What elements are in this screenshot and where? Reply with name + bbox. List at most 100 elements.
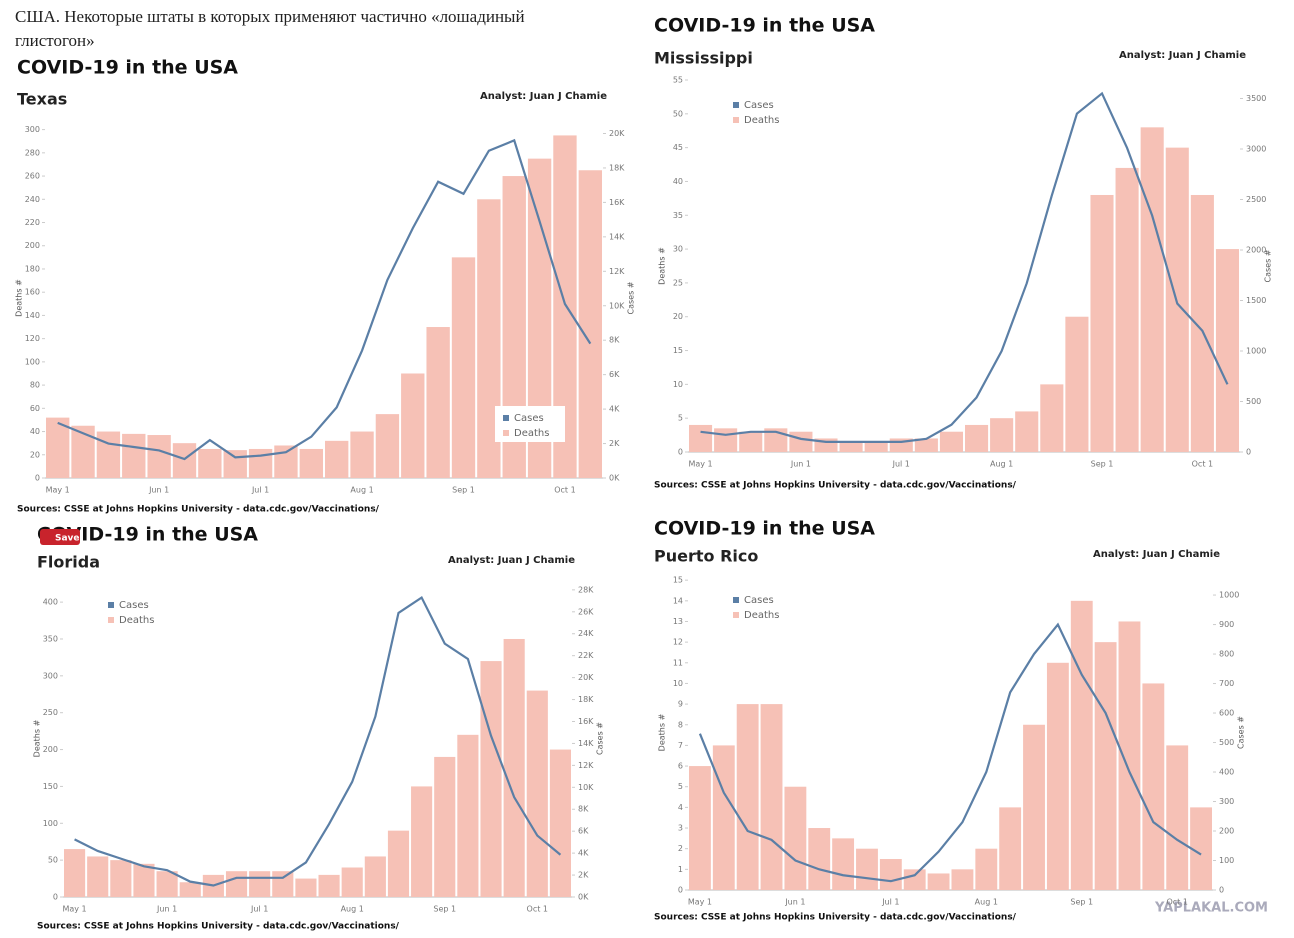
y2-tick-label: 20K [578,673,594,682]
deaths-bar [249,871,271,897]
header-line: США. Некоторые штаты в которых применяют… [15,7,525,26]
legend-swatch [733,612,739,618]
source: Sources: CSSE at Johns Hopkins Universit… [654,913,1017,923]
y-tick-label: 2 [678,844,683,853]
y2-tick-label: 10K [578,783,594,792]
deaths-bar [387,830,410,897]
analyst: Analyst: Juan J Chamie [1093,549,1220,560]
x-tick-label: Jun 1 [156,905,177,914]
cases-line [57,138,592,461]
y-tick-label: 20 [673,312,683,321]
x-tick-label: Aug 1 [990,460,1013,469]
analyst: Analyst: Juan J Chamie [480,91,607,102]
y-tick-label: 35 [673,211,683,220]
deaths-bar [1142,683,1165,890]
deaths-bar [1115,167,1139,452]
y2-tick-label: 14K [609,232,625,241]
legend-swatch [503,415,509,421]
legend-swatch [108,602,114,608]
deaths-bar [477,199,501,478]
deaths-bar [689,424,713,452]
y2-axis-label: Cases # [627,281,636,314]
deaths-bar [808,828,831,890]
save-button[interactable] [40,529,80,545]
y2-tick-label: 700 [1219,679,1234,688]
save-label[interactable]: Save [55,534,80,544]
deaths-bar [832,838,855,890]
y-tick-label: 260 [25,172,40,181]
y2-tick-label: 1000 [1219,591,1239,600]
deaths-bar [1190,194,1214,452]
y2-tick-label: 500 [1219,738,1234,747]
deaths-bar [1065,316,1089,452]
legend-label: Cases [119,600,149,611]
x-tick-label: Aug 1 [350,486,373,495]
y2-tick-label: 6K [578,827,589,836]
deaths-bar [503,638,525,897]
deaths-bar [274,445,298,478]
y2-tick-label: 400 [1219,768,1234,777]
deaths-bar [272,871,294,897]
deaths-bar [999,807,1022,890]
legend-label: Deaths [744,115,779,126]
legend-swatch [733,597,739,603]
y-tick-label: 3 [678,824,683,833]
chart-title: COVID-19 in the USA [37,524,258,546]
x-tick-label: Sep 1 [1091,460,1114,469]
legend-swatch [733,117,739,123]
y2-tick-label: 800 [1219,650,1234,659]
deaths-bar [927,873,950,890]
deaths-bar [553,135,577,478]
deaths-bar [578,170,602,479]
y2-tick-label: 12K [609,267,625,276]
y2-tick-label: 300 [1219,797,1234,806]
deaths-bar [225,871,248,897]
y2-tick-label: 10K [609,301,625,310]
deaths-bar [480,661,502,897]
x-tick-label: Oct 1 [1192,460,1213,469]
deaths-bar [299,448,323,478]
legend-label: Deaths [744,610,779,621]
y2-tick-label: 18K [578,695,594,704]
deaths-bar [839,441,863,452]
x-tick-label: Sep 1 [452,486,475,495]
source: Sources: CSSE at Johns Hopkins Universit… [654,481,1017,491]
source: Sources: CSSE at Johns Hopkins Universit… [17,505,380,515]
y2-tick-label: 0 [1219,886,1224,895]
deaths-bar [1190,807,1212,890]
legend-label: Cases [744,595,774,606]
chart-subtitle: Mississippi [654,49,753,68]
y2-tick-label: 1500 [1246,296,1266,305]
cases-line [698,622,1202,883]
deaths-bar [179,882,201,897]
deaths-bar [133,863,155,897]
legend-label: Cases [514,413,544,424]
deaths-bar [1046,662,1069,890]
deaths-bar [1140,127,1164,452]
y-tick-label: 160 [25,288,40,297]
y2-tick-label: 28K [578,585,594,594]
y-tick-label: 4 [678,803,683,812]
y2-tick-label: 0 [1246,448,1251,457]
y-tick-label: 55 [673,76,683,85]
deaths-bar [223,450,247,478]
deaths-bar [147,435,171,478]
deaths-bar [856,848,878,890]
x-tick-label: Oct 1 [527,905,548,914]
y-tick-label: 350 [43,634,58,643]
y-tick-label: 0 [35,474,40,483]
y-tick-label: 80 [30,381,40,390]
legend-swatch [108,617,114,623]
deaths-bar [736,704,759,890]
x-tick-label: Jul 1 [250,905,268,914]
legend-label: Deaths [514,428,549,439]
deaths-bar [502,176,526,478]
chart-title: COVID-19 in the USA [17,57,238,79]
deaths-bar [451,257,476,478]
deaths-bar [1070,600,1093,890]
deaths-bar [87,856,109,897]
x-tick-label: May 1 [688,460,712,469]
y-tick-label: 280 [25,148,40,157]
deaths-bar [864,441,888,452]
y-tick-label: 8 [678,720,683,729]
